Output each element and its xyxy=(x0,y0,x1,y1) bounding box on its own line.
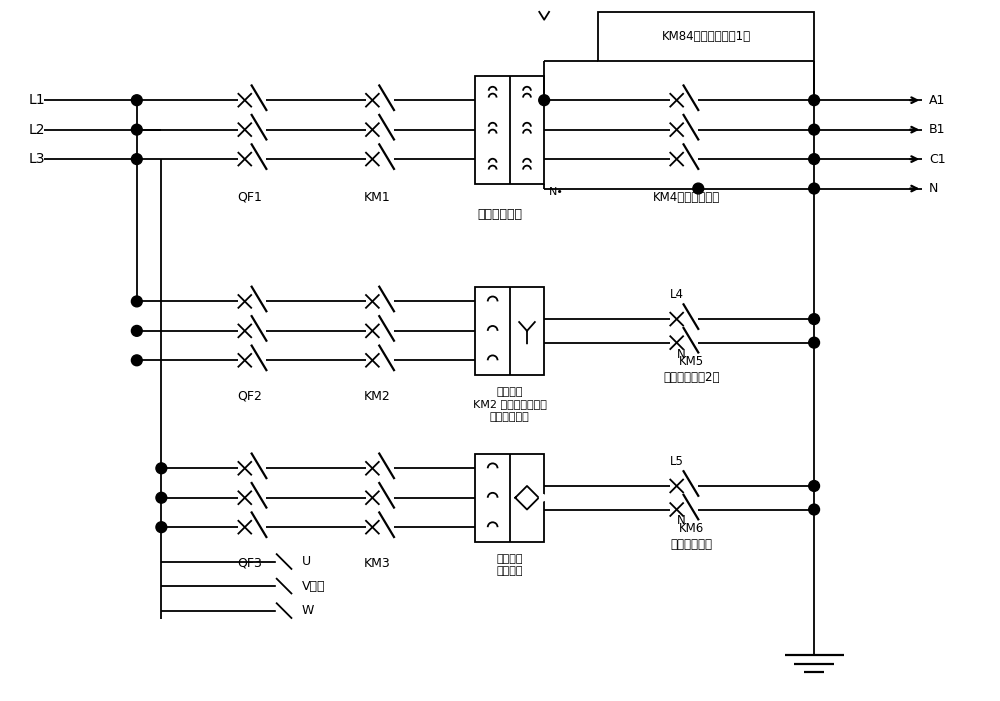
Circle shape xyxy=(156,492,167,503)
Circle shape xyxy=(539,95,550,106)
Circle shape xyxy=(693,183,704,194)
Text: 三进单出
KM2 可程式交流电源
（变频电源）: 三进单出 KM2 可程式交流电源 （变频电源） xyxy=(473,387,547,421)
Bar xyxy=(475,76,544,184)
Text: L5: L5 xyxy=(670,455,684,468)
Circle shape xyxy=(809,313,820,325)
Circle shape xyxy=(809,183,820,194)
Circle shape xyxy=(131,95,142,106)
Circle shape xyxy=(809,154,820,165)
Text: B1: B1 xyxy=(929,123,945,136)
Text: A1: A1 xyxy=(929,94,945,107)
Circle shape xyxy=(131,124,142,135)
Circle shape xyxy=(131,355,142,366)
Text: N•: N• xyxy=(549,186,564,196)
Text: C1: C1 xyxy=(929,153,946,165)
Circle shape xyxy=(277,579,291,594)
Circle shape xyxy=(156,463,167,474)
Circle shape xyxy=(809,481,820,491)
Text: 三进单出
直流电源: 三进单出 直流电源 xyxy=(497,554,523,576)
Text: N: N xyxy=(677,348,686,360)
Text: L3: L3 xyxy=(29,152,45,166)
Text: QF2: QF2 xyxy=(237,390,262,403)
Circle shape xyxy=(131,296,142,307)
Circle shape xyxy=(131,325,142,336)
Text: KM6
（直流准备）: KM6 （直流准备） xyxy=(670,522,712,551)
Circle shape xyxy=(809,504,820,515)
Circle shape xyxy=(277,554,291,569)
Circle shape xyxy=(524,345,530,352)
Text: W: W xyxy=(302,604,314,617)
Text: V备用: V备用 xyxy=(302,580,325,592)
Text: L2: L2 xyxy=(29,123,45,137)
Bar xyxy=(475,287,544,375)
Text: KM4（三相准备）: KM4（三相准备） xyxy=(653,191,720,203)
Circle shape xyxy=(277,604,291,618)
Text: QF3: QF3 xyxy=(237,557,262,570)
Text: L4: L4 xyxy=(670,288,684,301)
Text: QF1: QF1 xyxy=(237,191,262,203)
Text: N: N xyxy=(929,182,938,195)
Circle shape xyxy=(809,95,820,106)
Circle shape xyxy=(540,495,546,501)
Circle shape xyxy=(156,522,167,533)
Text: KM2: KM2 xyxy=(364,390,391,403)
Text: KM1: KM1 xyxy=(364,191,391,203)
Text: N: N xyxy=(677,515,686,527)
Text: KM84（单相准备）1）: KM84（单相准备）1） xyxy=(662,30,751,43)
Circle shape xyxy=(809,337,820,348)
Bar xyxy=(475,454,544,542)
Circle shape xyxy=(131,154,142,165)
Text: KM5
（单相准备）2）: KM5 （单相准备）2） xyxy=(663,355,720,384)
Text: KM3: KM3 xyxy=(364,557,391,570)
Text: L1: L1 xyxy=(29,93,45,107)
Bar xyxy=(598,12,814,61)
Text: 三相交流电源: 三相交流电源 xyxy=(478,208,522,222)
Circle shape xyxy=(809,124,820,135)
Text: U: U xyxy=(302,555,311,568)
